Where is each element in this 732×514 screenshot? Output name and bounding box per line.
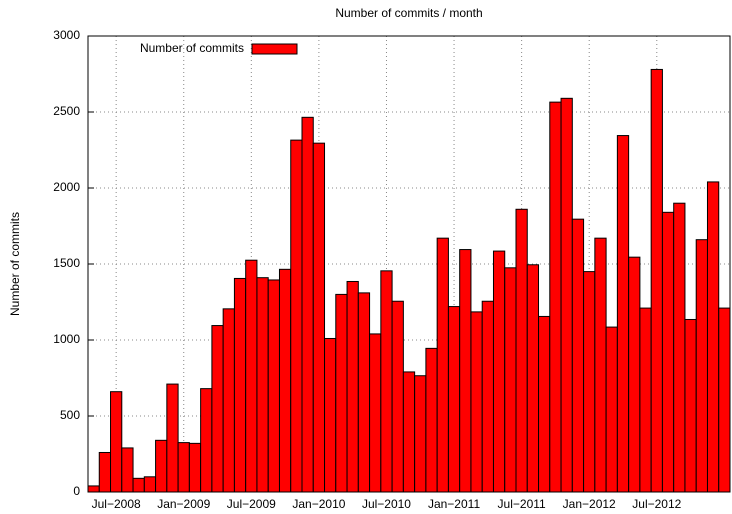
bar (414, 375, 427, 493)
bar (628, 256, 641, 493)
bar (301, 116, 314, 493)
x-tick-label: Jan−2011 (428, 497, 480, 511)
bar (391, 300, 404, 493)
bar (684, 318, 697, 493)
bar (695, 239, 708, 493)
bar (459, 249, 472, 493)
bar (87, 485, 100, 493)
bar (143, 476, 157, 493)
bar (560, 97, 573, 493)
bar (526, 264, 540, 493)
legend-label: Number of commits (140, 41, 244, 55)
x-tick-label: Jul−2012 (632, 497, 681, 511)
bar (402, 371, 416, 493)
bar (571, 218, 585, 493)
bar (436, 237, 449, 493)
bar (98, 451, 112, 493)
bar (346, 280, 359, 493)
bar (605, 326, 618, 493)
bar (357, 292, 371, 493)
bar (583, 271, 596, 493)
bar (278, 268, 292, 493)
x-tick-label: Jan−2012 (563, 497, 616, 511)
y-tick-label: 2500 (53, 104, 80, 118)
bar (616, 135, 630, 493)
bar (549, 101, 562, 493)
bar (661, 211, 675, 493)
bar (110, 391, 123, 493)
y-axis-label: Number of commits (8, 212, 22, 316)
bar (177, 442, 190, 493)
bar (718, 307, 731, 493)
plot-border (87, 35, 731, 493)
bar (538, 315, 551, 493)
bar (312, 142, 326, 493)
bar (369, 333, 382, 493)
bar (650, 68, 663, 493)
bar (267, 279, 280, 493)
bar (380, 270, 393, 493)
bar (706, 181, 720, 493)
bar (594, 237, 607, 493)
bar (673, 202, 686, 493)
bar (290, 139, 303, 493)
x-tick-label: Jan−2009 (157, 497, 210, 511)
bar (335, 293, 348, 493)
x-tick-label: Jul−2008 (92, 497, 141, 511)
bar (470, 311, 483, 493)
bar (245, 259, 258, 493)
bar (481, 300, 494, 493)
legend-swatch (251, 43, 298, 55)
bar (425, 347, 438, 493)
bar (492, 250, 506, 493)
y-tick-label: 3000 (53, 28, 80, 42)
bar (211, 325, 224, 493)
bar (166, 383, 179, 493)
bar (324, 337, 337, 493)
y-tick-label: 0 (73, 484, 80, 498)
chart-title: Number of commits / month (335, 6, 482, 20)
y-tick-label: 2000 (53, 180, 80, 194)
y-tick-label: 1000 (53, 332, 80, 346)
bar (200, 388, 213, 493)
y-tick-label: 1500 (53, 256, 80, 270)
bar (222, 308, 235, 493)
x-tick-label: Jan−2010 (292, 497, 345, 511)
bar (639, 307, 652, 493)
bar (256, 277, 269, 493)
bar (121, 447, 134, 493)
bar (188, 442, 202, 493)
bar (233, 277, 247, 493)
y-tick-label: 500 (60, 408, 80, 422)
bar (132, 477, 145, 493)
x-tick-label: Jul−2010 (362, 497, 411, 511)
bar (504, 267, 517, 493)
x-tick-label: Jul−2011 (498, 497, 546, 511)
bar (515, 208, 528, 493)
bar (447, 306, 461, 493)
bar (155, 439, 168, 493)
x-tick-label: Jul−2009 (227, 497, 276, 511)
